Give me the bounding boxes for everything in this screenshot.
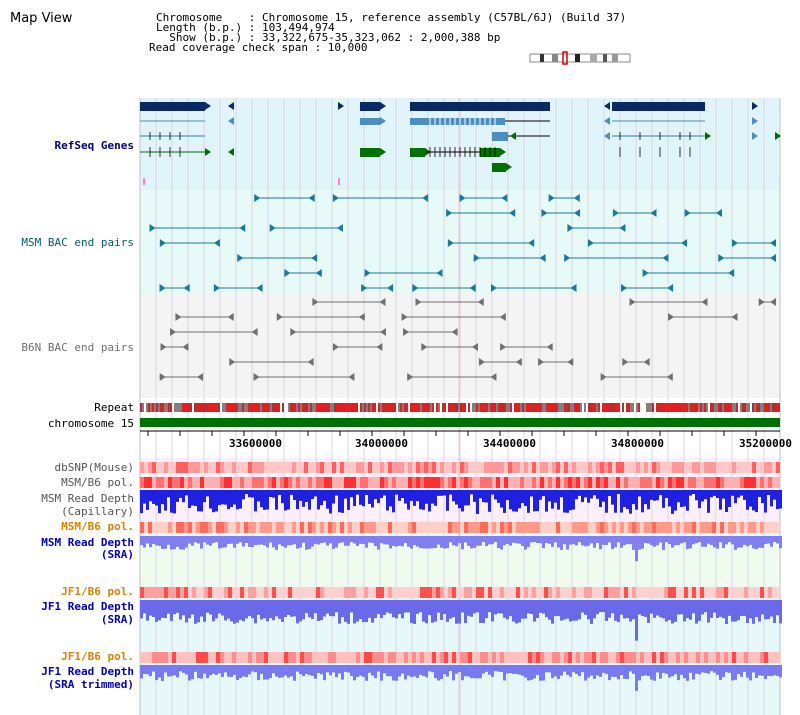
coverage-span-info: Read coverage check span : 10,000 — [149, 41, 368, 54]
position-axis — [140, 430, 780, 436]
length-info: Length (b.p.) : 103,494,974 — [156, 21, 335, 34]
track-label-refseq-genes[interactable]: RefSeq Genes — [54, 139, 134, 152]
refseq-genes — [140, 102, 781, 185]
show-range-info: Show (b.p.) : 33,322,675-35,323,062 : 2,… — [156, 31, 501, 44]
repeat-track — [140, 403, 780, 412]
axis-tick-label: 33600000 — [229, 437, 282, 450]
msm-sra-depth — [140, 536, 782, 562]
track-label-repeat: Repeat — [94, 401, 134, 414]
axis-tick-label: 34400000 — [483, 437, 536, 450]
axis-tick-label: 35200000 — [739, 437, 792, 450]
jf1-pol2-heatmap — [140, 652, 780, 663]
track-label-jf1-depth[interactable]: JF1 Read Depth — [41, 600, 134, 613]
msm-pol-heatmap — [140, 477, 780, 488]
axis-tick-label: 34000000 — [355, 437, 408, 450]
track-label-msm-depth-capillary[interactable]: MSM Read Depth — [41, 492, 134, 505]
chromosome-ideogram — [529, 51, 631, 65]
b6n-bac-end-pairs — [159, 298, 776, 381]
msm-pol2-heatmap — [140, 522, 780, 533]
track-label-jf1-pol-2[interactable]: JF1/B6 pol. — [61, 650, 134, 663]
chromosome-bar — [140, 418, 780, 427]
track-label-jf1-trimmed-sub: (SRA trimmed) — [47, 678, 134, 691]
jf1-pol-heatmap — [140, 587, 780, 598]
track-label-msm-pol-2[interactable]: MSM/B6 pol. — [61, 520, 134, 533]
track-label-jf1-depth-sub: (SRA) — [100, 613, 134, 626]
dbsnp-heatmap — [140, 462, 780, 473]
track-label-jf1-trimmed[interactable]: JF1 Read Depth — [41, 665, 134, 678]
track-label-msm-depth-capillary-sub: (Capillary) — [61, 505, 134, 518]
track-label-jf1-pol[interactable]: JF1/B6 pol. — [61, 585, 134, 598]
track-label-msm-depth-sra[interactable]: MSM Read Depth — [41, 536, 134, 549]
track-label-chromosome: chromosome 15 — [47, 417, 134, 430]
msm-bac-end-pairs — [149, 194, 776, 292]
track-label-msm-depth-sra-sub: (SRA) — [100, 548, 134, 561]
track-label-b6n-bac[interactable]: B6N BAC end pairs — [21, 341, 134, 354]
jf1-sra-depth — [140, 600, 782, 641]
track-label-dbsnp[interactable]: dbSNP(Mouse) — [54, 461, 134, 474]
track-label-msm-bac[interactable]: MSM BAC end pairs — [21, 236, 134, 249]
msm-capillary-depth — [140, 490, 782, 514]
jf1-trimmed-depth — [140, 665, 782, 691]
chromosome-info: Chromosome : Chromosome 15, reference as… — [156, 11, 627, 24]
axis-tick-label: 34800000 — [611, 437, 664, 450]
track-label-msm-pol[interactable]: MSM/B6 pol. — [61, 476, 134, 489]
page-title: Map View — [10, 11, 73, 26]
